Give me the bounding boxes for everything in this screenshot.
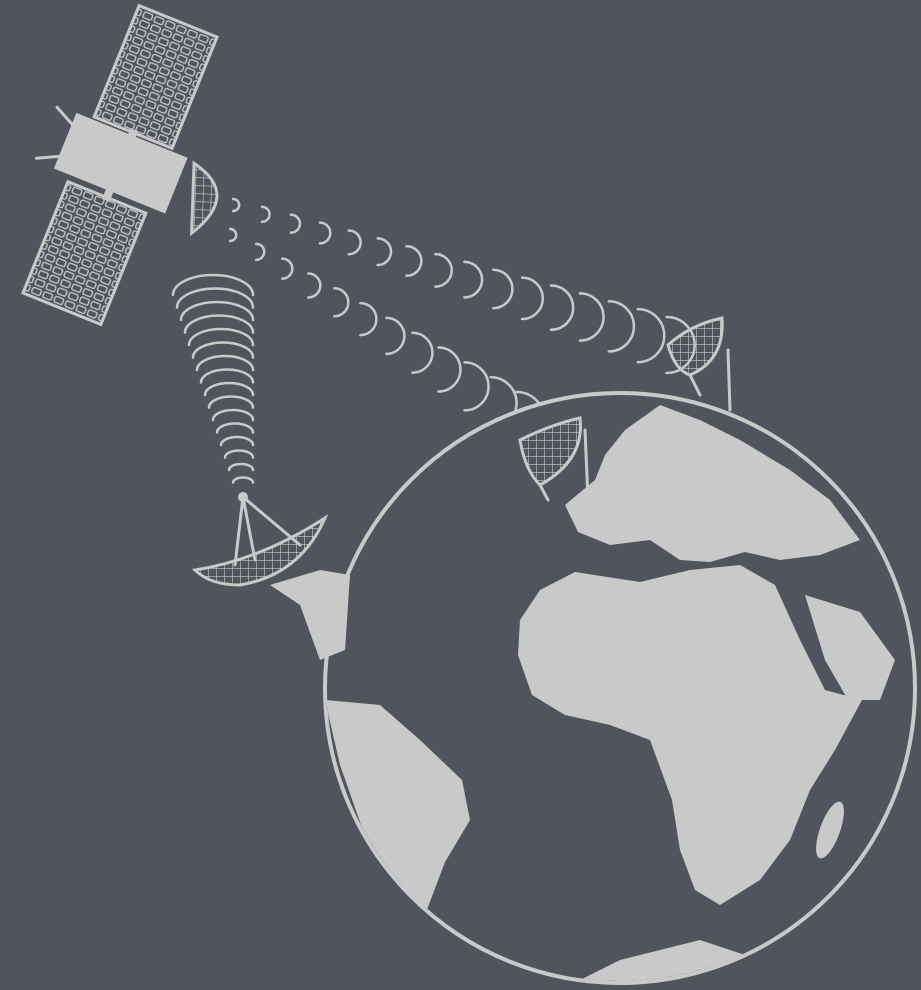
signal-arc — [256, 244, 264, 260]
signal-arc — [177, 289, 253, 308]
signal-arc — [282, 259, 292, 279]
page: (() => { const data = JSON.parse(documen… — [0, 0, 921, 990]
satellite — [0, 0, 284, 352]
illustration — [0, 0, 921, 990]
globe — [325, 393, 915, 990]
signal-arc — [360, 303, 376, 335]
signal-arc — [209, 397, 253, 408]
signal-arc — [181, 302, 253, 320]
signal-arc — [378, 238, 391, 265]
signal-arc — [412, 333, 432, 373]
ground-dish — [668, 318, 730, 410]
signal-arc — [230, 229, 236, 241]
signal-arc — [407, 246, 422, 276]
signal-arc — [349, 230, 361, 254]
signal-arc — [438, 348, 460, 392]
signal-arc — [334, 288, 348, 316]
signal-arc — [197, 356, 253, 370]
signal-arc — [551, 286, 573, 330]
signal-arc — [221, 437, 253, 445]
signal-arc — [229, 464, 253, 470]
signal-arc — [291, 215, 300, 233]
signal-arc — [205, 383, 253, 395]
signal-arc — [233, 199, 239, 211]
signal-arc — [464, 262, 482, 297]
signal-arc — [201, 370, 253, 383]
signal-arc — [225, 451, 253, 458]
signal-arc — [217, 424, 253, 433]
signal-arc — [435, 254, 451, 287]
signal-arc — [213, 410, 253, 420]
signal-arc — [262, 207, 269, 222]
solar-panel — [94, 6, 217, 149]
signal-arc — [386, 318, 404, 354]
signal-arc — [465, 362, 489, 410]
solar-panel — [23, 182, 146, 325]
signal-arc — [493, 270, 512, 308]
signal-arc — [638, 309, 665, 362]
signal-arc — [580, 293, 604, 340]
ground-dish — [195, 492, 350, 660]
satellite-dish — [192, 163, 218, 234]
signal-arc — [609, 301, 634, 351]
signal-arc — [173, 275, 253, 295]
signal-arc — [308, 273, 320, 297]
signal-arc — [233, 478, 253, 483]
signal-arc — [320, 223, 330, 244]
signal-arc — [522, 278, 543, 319]
